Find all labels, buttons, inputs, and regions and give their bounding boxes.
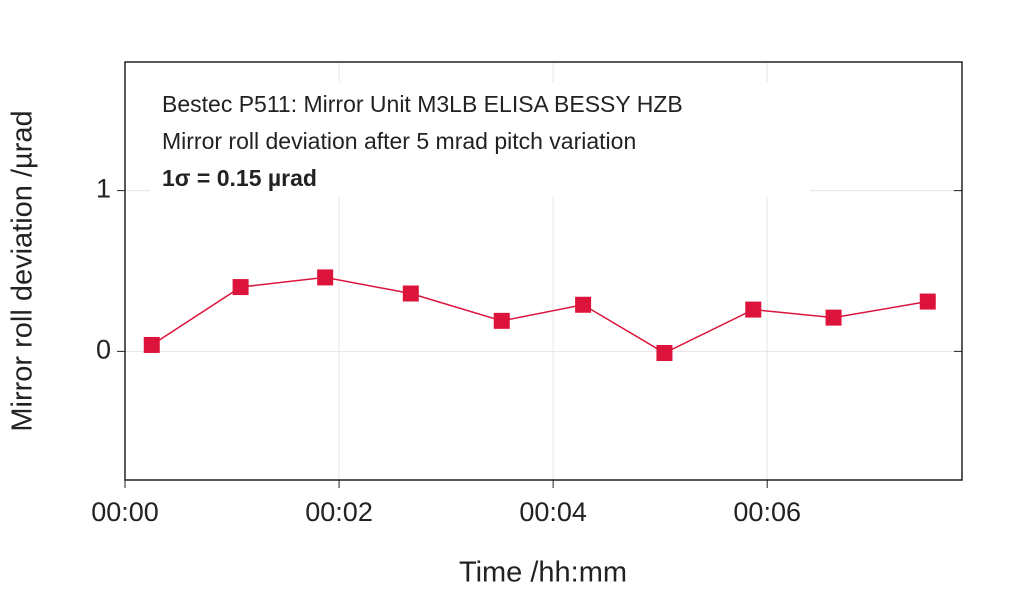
x-tick-label: 00:00 [91, 497, 159, 527]
annotation: 1σ = 0.15 µrad [162, 165, 317, 191]
data-point [317, 269, 334, 286]
data-point [402, 285, 419, 302]
y-axis-title: Mirror roll deviation /µrad [7, 110, 39, 431]
data-point [493, 312, 510, 329]
data-point [575, 296, 592, 313]
annotation: Bestec P511: Mirror Unit M3LB ELISA BESS… [162, 91, 683, 117]
data-point [919, 293, 936, 310]
data-point [232, 279, 249, 296]
annotation-box [150, 82, 810, 197]
data-point [745, 301, 762, 318]
plot-frame [124, 61, 963, 481]
x-tick-label: 00:06 [733, 497, 801, 527]
x-tick-label: 00:04 [519, 497, 587, 527]
y-tick-label: 0 [96, 335, 111, 365]
data-point [656, 344, 673, 361]
y-tick-label: 1 [96, 174, 111, 204]
x-axis-title: Time /hh:mm [459, 557, 627, 589]
data-point [143, 336, 160, 353]
data-point [825, 309, 842, 326]
annotation: Mirror roll deviation after 5 mrad pitch… [162, 128, 636, 154]
data-line [151, 276, 928, 354]
x-tick-label: 00:02 [305, 497, 373, 527]
